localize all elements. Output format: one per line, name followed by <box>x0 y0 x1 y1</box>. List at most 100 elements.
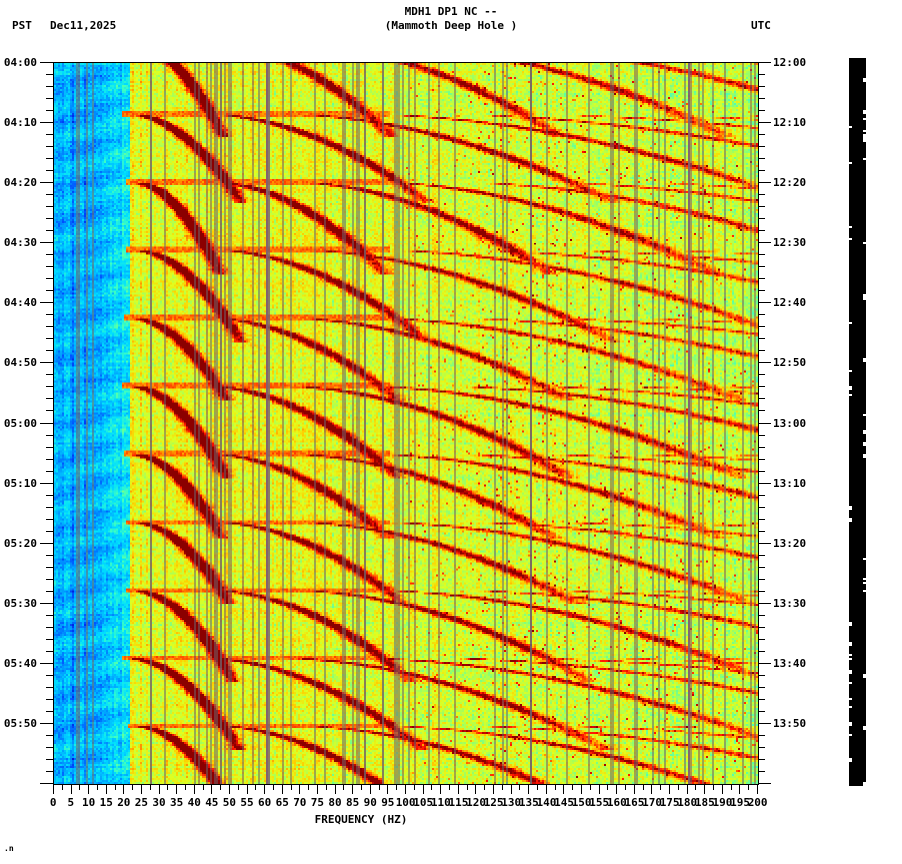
black-bar-notch <box>849 394 852 396</box>
black-bar-notch <box>863 294 866 298</box>
y-axis-left-minor-tick <box>46 735 53 736</box>
y-axis-right-major-tick <box>758 302 771 303</box>
black-bar-notch <box>863 118 866 120</box>
x-axis-minor-tick <box>431 785 432 790</box>
black-bar-notch <box>849 682 852 684</box>
y-axis-right-minor-tick <box>758 579 765 580</box>
x-axis-major-tick <box>106 785 107 794</box>
x-axis-major-tick <box>194 785 195 794</box>
y-axis-left-tick-label: 04:50 <box>3 356 37 370</box>
y-axis-right-minor-tick <box>758 639 765 640</box>
y-axis-right-minor-tick <box>758 110 765 111</box>
x-axis-tick-label: 190 <box>712 796 733 809</box>
x-axis-minor-tick <box>379 785 380 790</box>
black-bar-notch <box>849 706 852 708</box>
y-axis-right-minor-tick <box>758 338 765 339</box>
x-axis-major-tick <box>563 785 564 794</box>
page-subtitle: (Mammoth Deep Hole ) <box>384 19 518 32</box>
y-axis-right-major-tick <box>758 483 771 484</box>
y-axis-right-tick-label: 12:30 <box>773 236 807 250</box>
x-axis-tick-label: 120 <box>466 796 486 809</box>
y-axis-right-minor-tick <box>758 374 765 375</box>
x-axis-tick-label: 140 <box>536 796 557 809</box>
y-axis-left-major-tick <box>40 302 53 303</box>
y-axis-left-tick-label: 05:50 <box>3 716 37 730</box>
x-axis-major-tick <box>493 785 494 794</box>
x-axis-tick-label: 185 <box>694 796 715 809</box>
y-axis-left-minor-tick <box>46 615 53 616</box>
x-axis-major-tick <box>528 785 529 794</box>
x-axis-minor-tick <box>361 785 362 790</box>
y-axis-left-minor-tick <box>46 254 53 255</box>
x-axis-major-tick <box>282 785 283 794</box>
y-axis-left-minor-tick <box>46 435 53 436</box>
y-axis-left-minor-tick <box>46 350 53 351</box>
y-axis-left-minor-tick <box>46 146 53 147</box>
black-bar-notch <box>863 454 866 458</box>
y-axis-left-minor-tick <box>46 531 53 532</box>
y-axis-right-minor-tick <box>758 735 765 736</box>
y-axis-right-minor-tick <box>758 74 765 75</box>
x-axis-major-tick <box>53 785 54 794</box>
y-axis-right-minor-tick <box>758 687 765 688</box>
y-axis-right-minor-tick <box>758 254 765 255</box>
y-axis-right-minor-tick <box>758 567 765 568</box>
y-axis-right-minor-tick <box>758 759 765 760</box>
x-axis-tick-label: 150 <box>571 796 592 809</box>
black-bar-notch <box>863 358 866 362</box>
x-axis-minor-tick <box>150 785 151 790</box>
x-axis-minor-tick <box>502 785 503 790</box>
x-axis-minor-tick <box>572 785 573 790</box>
x-axis-minor-tick <box>79 785 80 790</box>
x-axis-major-tick <box>176 785 177 794</box>
black-bar-notch <box>863 590 866 592</box>
y-axis-right-minor-tick <box>758 447 765 448</box>
x-axis-tick-label: 165 <box>624 796 645 809</box>
x-axis-minor-tick <box>678 785 679 790</box>
x-axis-minor-tick <box>731 785 732 790</box>
x-axis-major-tick <box>229 785 230 794</box>
x-axis-major-tick <box>159 785 160 794</box>
black-bar-notch <box>863 582 866 584</box>
black-bar-notch <box>849 322 852 324</box>
x-axis-minor-tick <box>607 785 608 790</box>
x-axis-minor-tick <box>660 785 661 790</box>
y-axis-right-tick-label: 13:40 <box>773 656 807 670</box>
x-axis-minor-tick <box>255 785 256 790</box>
x-axis-major-tick <box>317 785 318 794</box>
x-axis-tick-label: 180 <box>677 796 698 809</box>
x-axis-tick-label: 115 <box>448 796 469 809</box>
y-axis-left-minor-tick <box>46 567 53 568</box>
y-axis-left-major-tick <box>40 723 53 724</box>
x-axis-major-tick <box>387 785 388 794</box>
x-axis-major-tick <box>264 785 265 794</box>
y-axis-left-tick-label: 04:10 <box>3 116 37 130</box>
x-axis-minor-tick <box>537 785 538 790</box>
x-axis-minor-tick <box>273 785 274 790</box>
black-bar-notch <box>849 698 852 700</box>
y-axis-left-minor-tick <box>46 555 53 556</box>
y-axis-left-major-tick <box>40 122 53 123</box>
y-axis-right-minor-tick <box>758 675 765 676</box>
y-axis-right-tick-label: 12:50 <box>773 356 807 370</box>
x-axis-minor-tick <box>203 785 204 790</box>
x-axis-major-tick <box>141 785 142 794</box>
y-axis-left-major-tick <box>40 663 53 664</box>
x-axis-major-tick <box>687 785 688 794</box>
x-axis-major-tick <box>370 785 371 794</box>
y-axis-left-minor-tick <box>46 471 53 472</box>
y-axis-left-minor-tick <box>46 290 53 291</box>
y-axis-left-major-tick <box>40 242 53 243</box>
y-axis-left-minor-tick <box>46 278 53 279</box>
y-axis-right-minor-tick <box>758 230 765 231</box>
x-axis-tick-label: 30 <box>152 796 166 809</box>
y-axis-right-major-tick <box>758 362 771 363</box>
y-axis-left-minor-tick <box>46 459 53 460</box>
x-axis-minor-tick <box>519 785 520 790</box>
y-axis-left-minor-tick <box>46 711 53 712</box>
y-axis-left-tick-label: 05:40 <box>3 656 37 670</box>
black-bar-notch <box>849 654 852 656</box>
y-axis-right-minor-tick <box>758 555 765 556</box>
black-bar-notch <box>863 130 866 132</box>
x-axis-minor-tick <box>748 785 749 790</box>
